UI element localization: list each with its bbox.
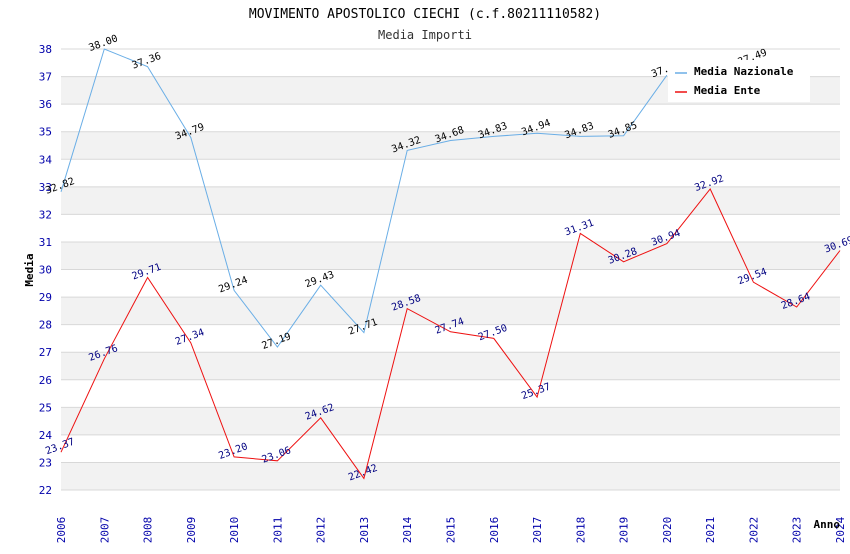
x-tick-label: 2021 [704,517,717,544]
y-axis-label: Media [23,253,36,286]
x-tick-label: 2010 [228,517,241,544]
x-tick-label: 2015 [445,517,458,544]
x-tick-label: 2022 [747,517,760,544]
x-tick-label: 2018 [574,517,587,544]
grid-band [61,104,840,132]
x-tick-label: 2008 [142,517,155,544]
y-tick-label: 34 [39,153,53,166]
x-tick-label: 2006 [55,517,68,544]
grid-band [61,434,840,463]
x-tick-label: 2023 [791,517,804,544]
y-tick-label: 28 [39,319,52,332]
grid-band [61,407,840,435]
legend: Media Nazionale Media Ente [668,60,810,102]
series-lines [60,49,841,480]
legend-label-ente: Media Ente [694,84,761,97]
y-tick-label: 25 [39,401,52,414]
x-tick-label: 2014 [401,516,414,543]
grid-band [61,186,840,215]
series-line-ente [60,188,841,480]
y-tick-label: 29 [39,291,52,304]
grid-band [61,214,840,242]
y-tick-label: 33 [39,181,52,194]
grid-band [61,241,840,270]
y-tick-label: 31 [39,236,52,249]
y-tick-label: 30 [39,264,52,277]
y-tick-label: 35 [39,126,52,139]
grid-bands [61,49,840,490]
grid-band [61,324,840,353]
x-tick-label: 2011 [271,517,284,544]
x-tick-label: 2019 [618,517,631,544]
y-tick-label: 36 [39,98,52,111]
grid-band [61,131,840,160]
y-tick-label: 32 [39,208,52,221]
x-axis-label: Anno [814,518,841,531]
grid-band [61,297,840,325]
y-tick-label: 26 [39,374,52,387]
y-tick-label: 37 [39,71,52,84]
x-tick-label: 2013 [358,517,371,544]
x-tick-label: 2017 [531,517,544,544]
grid-lines [61,48,840,491]
x-tick-label: 2016 [488,517,501,544]
grid-band [61,269,840,298]
y-axis-ticks: 22 23 24 25 26 27 28 29 30 31 32 33 34 35 36 37 38 [39,43,53,497]
y-tick-label: 24 [39,429,53,442]
chart-title: MOVIMENTO APOSTOLICO CIECHI (c.f.8021111… [249,7,601,22]
grid-band [61,462,840,490]
y-tick-label: 38 [39,43,52,56]
grid-band [61,352,840,380]
grid-band [61,159,840,187]
legend-label-nazionale: Media Nazionale [694,65,794,78]
x-tick-label: 2009 [185,517,198,544]
x-tick-label: 2020 [661,517,674,544]
x-tick-label: 2024 [834,516,847,543]
grid-band [61,379,840,408]
chart-subtitle: Media Importi [378,28,472,42]
legend-box [668,60,810,102]
x-axis-ticks: 2006 2007 2008 2009 2010 2011 2012 2013 2014 2015… [55,516,847,543]
x-tick-label: 2007 [98,517,111,544]
y-tick-label: 27 [39,346,52,359]
y-tick-label: 23 [39,456,52,469]
y-tick-label: 22 [39,484,52,497]
x-tick-label: 2012 [315,517,328,544]
